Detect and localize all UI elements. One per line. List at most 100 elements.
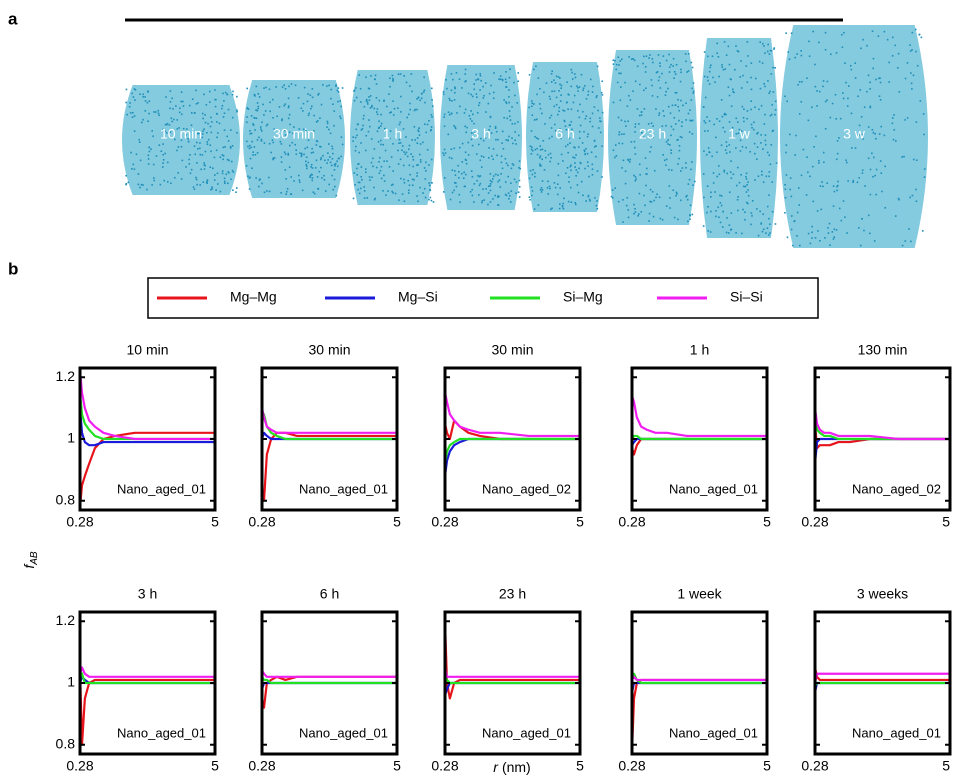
atom-dot (650, 189, 652, 191)
atom-dot (204, 114, 206, 116)
atom-dot (430, 130, 432, 132)
atom-dot (618, 72, 620, 74)
atom-dot (558, 107, 560, 109)
atom-dot (823, 152, 825, 154)
small-chart: 10 min0.811.20.285Nano_aged_01 (56, 342, 220, 530)
atom-dot (556, 75, 558, 77)
atom-dot (519, 186, 521, 188)
atom-dot (282, 86, 284, 88)
atom-dot (362, 128, 364, 130)
atom-dot (677, 219, 679, 221)
atom-dot (480, 175, 482, 177)
atom-dot (872, 30, 874, 32)
atom-dot (479, 89, 481, 91)
atom-dot (400, 178, 402, 180)
atom-dot (687, 221, 689, 223)
atom-dot (148, 158, 150, 160)
atom-dot (721, 195, 723, 197)
atom-dot (808, 120, 810, 122)
atom-dot (490, 85, 492, 87)
atom-dot (568, 181, 570, 183)
atom-dot (721, 205, 723, 207)
atom-dot (314, 193, 316, 195)
atom-dot (785, 32, 787, 34)
atom-dot (905, 78, 907, 80)
atom-dot (508, 102, 510, 104)
atom-dot (819, 240, 821, 242)
atom-dot (866, 91, 868, 93)
atom-dot (665, 82, 667, 84)
atom-dot (401, 149, 403, 151)
atom-dot (509, 115, 511, 117)
atom-dot (722, 211, 724, 213)
atom-dot (235, 191, 237, 193)
atom-dot (679, 150, 681, 152)
atom-dot (327, 152, 329, 154)
atom-dot (559, 208, 561, 210)
atom-dot (163, 159, 165, 161)
atom-dot (541, 191, 543, 193)
atom-dot (340, 156, 342, 158)
atom-dot (834, 191, 836, 193)
atom-dot (456, 72, 458, 74)
atom-dot (185, 166, 187, 168)
atom-dot (494, 195, 496, 197)
atom-dot (461, 87, 463, 89)
atom-dot (502, 131, 504, 133)
atom-dot (909, 44, 911, 46)
chart-title: 23 h (499, 586, 526, 602)
atom-dot (621, 120, 623, 122)
atom-dot (640, 211, 642, 213)
atom-dot (538, 77, 540, 79)
atom-dot (599, 117, 601, 119)
atom-dot (855, 77, 857, 79)
atom-dot (875, 138, 877, 140)
atom-dot (402, 145, 404, 147)
atom-dot (693, 90, 695, 92)
atom-dot (789, 58, 791, 60)
atom-dot (818, 160, 820, 162)
atom-dot (507, 165, 509, 167)
sample-label: 10 min (160, 126, 202, 142)
atom-dot (558, 110, 560, 112)
atom-dot (710, 211, 712, 213)
atom-dot (531, 195, 533, 197)
atom-dot (747, 181, 749, 183)
atom-dot (563, 198, 565, 200)
atom-dot (479, 185, 481, 187)
atom-dot (742, 146, 744, 148)
atom-dot (209, 101, 211, 103)
atom-dot (531, 105, 533, 107)
atom-dot (320, 159, 322, 161)
x-tick-label: 5 (393, 758, 401, 774)
atom-dot (874, 240, 876, 242)
atom-dot (280, 192, 282, 194)
atom-dot (449, 99, 451, 101)
annotation: Nano_aged_01 (669, 481, 758, 496)
atom-dot (470, 110, 472, 112)
atom-dot (226, 136, 228, 138)
atom-dot (595, 145, 597, 147)
chart-title: 130 min (858, 342, 908, 358)
atom-dot (784, 212, 786, 214)
atom-dot (648, 220, 650, 222)
atom-dot (466, 127, 468, 129)
atom-dot (456, 186, 458, 188)
atom-dot (618, 64, 620, 66)
atom-dot (311, 164, 313, 166)
atom-dot (567, 108, 569, 110)
atom-dot (210, 151, 212, 153)
atom-dot (904, 119, 906, 121)
atom-dot (709, 120, 711, 122)
atom-dot (149, 151, 151, 153)
atom-dot (129, 102, 131, 104)
atom-dot (417, 129, 419, 131)
atom-dot (423, 76, 425, 78)
atom-dot (443, 154, 445, 156)
atom-dot (142, 184, 144, 186)
atom-dot (675, 195, 677, 197)
atom-dot (319, 117, 321, 119)
atom-dot (464, 73, 466, 75)
atom-dot (334, 169, 336, 171)
atom-dot (544, 169, 546, 171)
